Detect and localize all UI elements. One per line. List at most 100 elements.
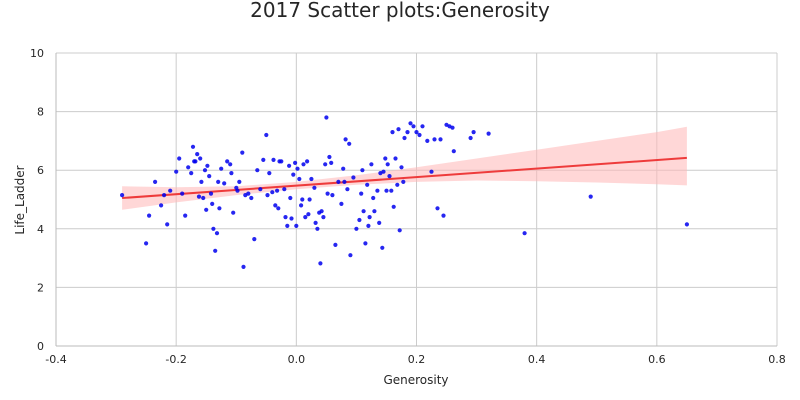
scatter-point [211,226,216,231]
scatter-point [348,253,353,258]
scatter-point [351,175,356,180]
scatter-point [354,226,359,231]
scatter-point [325,191,330,196]
scatter-point [393,156,398,161]
scatter-point [411,124,416,129]
scatter-point [588,194,593,199]
scatter-point [399,165,404,170]
scatter-point [327,154,332,160]
scatter-point [324,115,329,120]
scatter-point [190,144,196,149]
scatter-point [193,159,198,164]
x-tick-label: 0.0 [288,353,306,366]
scatter-point [342,179,347,184]
scatter-point [228,162,233,167]
scatter-point [383,156,388,161]
scatter-point [270,190,275,195]
scatter-point [289,216,294,221]
regression-line [122,156,687,200]
axis-spines [55,53,777,347]
scatter-point [414,130,419,135]
scatter-point [339,201,344,206]
scatter-point [451,149,456,154]
scatter-point [391,204,396,209]
scatter-point [318,261,323,266]
scatter-point [202,168,208,173]
scatter-point [365,182,370,187]
scatter-point [217,206,222,211]
scatter-point [363,241,368,246]
scatter-point [300,197,305,202]
scatter-point [468,135,473,141]
scatter-point [207,174,212,179]
x-tick-label: -0.4 [45,353,66,366]
scatter-point [330,193,335,198]
scatter-point [216,179,221,184]
scatter-point [285,223,290,228]
scatter-point [405,130,410,135]
scatter-point [258,187,263,192]
scatter-point [313,220,318,225]
scatter-point [315,226,320,231]
scatter-point [305,159,310,164]
scatter-point [252,237,257,242]
scatter-point [319,209,324,214]
scatter-point [201,195,206,201]
scatter-point [408,121,413,126]
scatter-point [159,203,164,208]
scatter-point [282,187,287,192]
scatter-point [396,127,401,132]
x-tick-label: 0.8 [768,353,786,366]
scatter-point [261,157,266,162]
scatter-point [186,165,191,170]
scatter-point [231,210,236,215]
scatter-point [425,138,430,143]
scatter-point [420,124,425,129]
scatter-point [438,137,443,142]
scatter-point [198,156,203,161]
y-tick-label: 6 [37,164,44,177]
scatter-point [372,209,377,214]
y-tick-label: 4 [37,223,44,236]
scatter-point [144,241,149,246]
scatter-point [204,207,209,212]
scatter-point [293,160,298,165]
scatter-point [361,209,366,214]
scatter-point [183,213,188,218]
scatter-point [684,222,690,227]
scatter-point [402,135,407,141]
scatter-point [377,220,382,225]
scatter-point [283,215,288,220]
scatter-point [401,179,406,184]
scatter-point [288,195,293,201]
scatter-point [276,206,281,211]
scatter-point [199,179,204,184]
scatter-point [240,150,245,155]
scatter-point [357,217,362,223]
scatter-point [380,245,385,250]
scatter-point [265,193,270,198]
scatter-point [389,188,394,193]
scatter-point [222,181,227,186]
scatter-point [273,203,278,208]
scatter-point [387,174,392,179]
scatter-point [237,179,242,184]
scatter-point [301,162,306,167]
scatter-point [208,191,214,196]
scatter-point [153,179,158,184]
y-tick-label: 8 [37,106,44,119]
scatter-point [450,125,455,130]
confidence-band-layer [122,126,687,210]
scatter-point [255,168,260,173]
scatter-point [441,213,446,218]
scatter-point [375,188,380,193]
chart-title: 2017 Scatter plots:Generosity [250,0,550,22]
x-tick-label: -0.2 [165,353,186,366]
scatter-point [486,131,491,136]
y-tick-labels: 0 2 4 6 8 10 [30,47,44,353]
scatter-point [294,223,299,228]
scatter-point [471,130,476,135]
scatter-point [275,188,280,193]
regression-line-layer [122,156,687,200]
